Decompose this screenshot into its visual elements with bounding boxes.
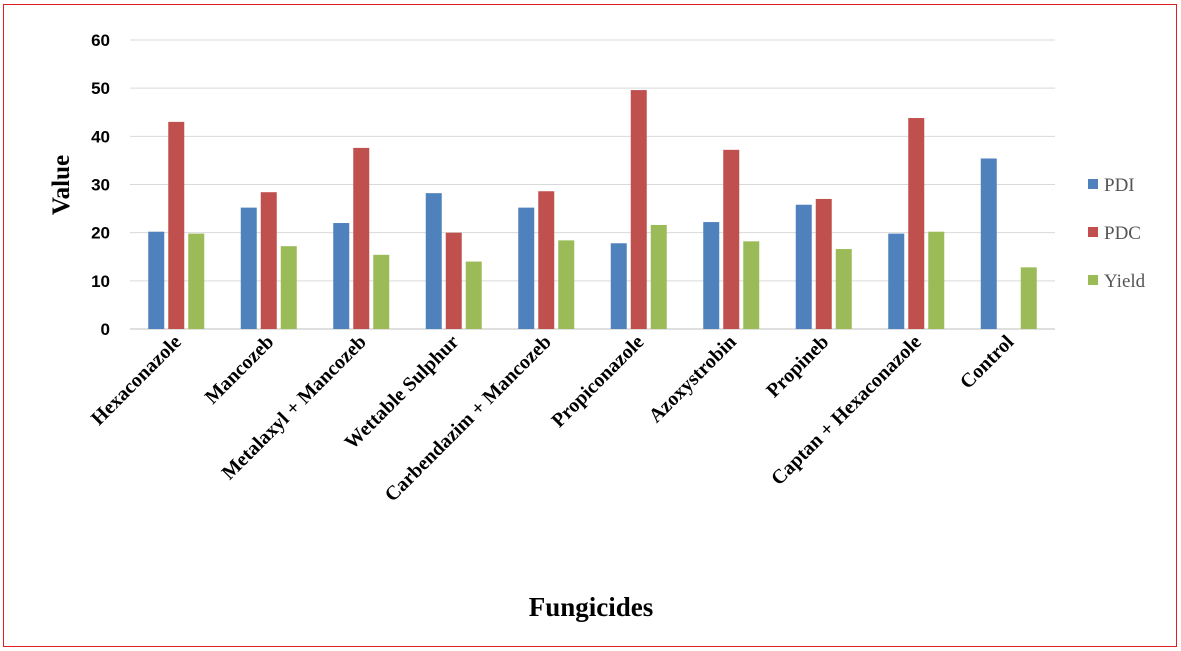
legend-label-pdi: PDI bbox=[1104, 175, 1135, 196]
bar-yield bbox=[650, 224, 667, 329]
y-tick-label: 0 bbox=[101, 320, 110, 339]
y-tick-label: 40 bbox=[91, 127, 110, 146]
bar-pdc bbox=[445, 232, 462, 329]
bar-pdi bbox=[425, 193, 442, 329]
x-tick-label: Propineb bbox=[762, 331, 833, 402]
bar-pdi bbox=[795, 204, 812, 329]
bar-pdc bbox=[723, 149, 740, 329]
bar-pdc bbox=[815, 198, 832, 329]
bar-yield bbox=[558, 240, 575, 329]
x-tick-label: Mancozeb bbox=[201, 331, 279, 409]
x-tick-label: Propiconazole bbox=[547, 331, 648, 432]
bar-yield bbox=[743, 241, 760, 329]
bar-pdi bbox=[703, 222, 720, 329]
y-axis-title: Value bbox=[48, 155, 75, 215]
x-axis-title: Fungicides bbox=[529, 592, 654, 622]
bar-pdi bbox=[980, 158, 997, 329]
legend-swatch-yield bbox=[1088, 275, 1098, 285]
bar-pdc bbox=[630, 90, 647, 330]
y-tick-label: 30 bbox=[91, 176, 110, 195]
legend-swatch-pdc bbox=[1088, 227, 1098, 237]
bar-pdc bbox=[168, 121, 185, 329]
bar-pdc bbox=[353, 147, 370, 329]
bar-pdi bbox=[333, 223, 350, 329]
bar-pdi bbox=[240, 207, 257, 329]
x-tick-label: Hexaconazole bbox=[87, 331, 186, 430]
bar-yield bbox=[188, 233, 205, 329]
bar-pdc bbox=[538, 191, 555, 329]
x-tick-label: Azoxystrobin bbox=[645, 331, 741, 427]
bar-yield bbox=[928, 231, 945, 329]
bar-pdi bbox=[518, 207, 535, 329]
x-tick-label: Carbendazim + Mancozeb bbox=[381, 331, 556, 506]
bar-pdc bbox=[260, 192, 277, 329]
legend: PDI PDC Yield bbox=[1088, 175, 1146, 292]
bar-pdi bbox=[148, 231, 165, 329]
x-tick-label: Captan + Hexaconazole bbox=[767, 331, 926, 490]
bar-yield bbox=[835, 249, 852, 329]
y-tick-label: 10 bbox=[91, 272, 110, 291]
legend-label-pdc: PDC bbox=[1104, 223, 1141, 244]
bar-yield bbox=[1020, 267, 1037, 329]
legend-label-yield: Yield bbox=[1104, 271, 1146, 292]
bar-pdc bbox=[908, 118, 925, 329]
y-tick-label: 50 bbox=[91, 79, 110, 98]
x-tick-label: Control bbox=[956, 331, 1019, 394]
bar-yield bbox=[373, 254, 390, 329]
y-tick-label: 60 bbox=[91, 31, 110, 50]
bar-pdi bbox=[610, 243, 627, 329]
bar-yield bbox=[280, 246, 297, 329]
bar-pdi bbox=[888, 233, 905, 329]
bar-yield bbox=[465, 261, 482, 329]
legend-swatch-pdi bbox=[1088, 179, 1098, 189]
y-tick-label: 20 bbox=[91, 224, 110, 243]
